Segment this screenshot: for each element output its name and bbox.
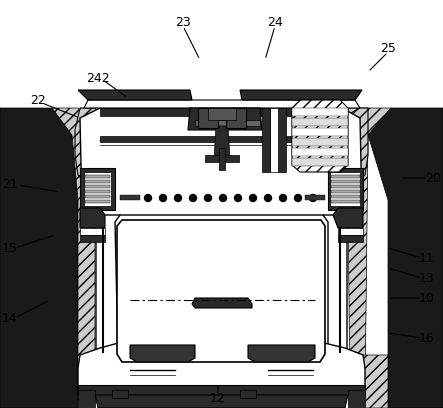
Polygon shape bbox=[305, 195, 325, 200]
Polygon shape bbox=[192, 298, 252, 308]
Polygon shape bbox=[80, 228, 105, 235]
Circle shape bbox=[205, 195, 211, 202]
Circle shape bbox=[249, 195, 256, 202]
Polygon shape bbox=[219, 148, 225, 170]
Polygon shape bbox=[292, 128, 348, 136]
Polygon shape bbox=[78, 340, 365, 390]
Polygon shape bbox=[85, 195, 110, 198]
Polygon shape bbox=[292, 100, 348, 172]
Polygon shape bbox=[350, 355, 388, 408]
Circle shape bbox=[190, 195, 197, 202]
Polygon shape bbox=[120, 195, 140, 200]
Polygon shape bbox=[348, 390, 365, 408]
Polygon shape bbox=[205, 155, 239, 162]
Circle shape bbox=[234, 195, 241, 202]
Polygon shape bbox=[130, 345, 195, 362]
Polygon shape bbox=[292, 108, 348, 116]
Polygon shape bbox=[117, 220, 325, 362]
Text: 12: 12 bbox=[210, 392, 226, 404]
Polygon shape bbox=[292, 158, 348, 166]
Polygon shape bbox=[78, 390, 95, 408]
Text: 22: 22 bbox=[30, 93, 46, 106]
Text: 13: 13 bbox=[419, 271, 435, 284]
Text: 24: 24 bbox=[267, 16, 283, 29]
Polygon shape bbox=[80, 208, 105, 228]
Polygon shape bbox=[95, 395, 348, 408]
Circle shape bbox=[264, 195, 272, 202]
Polygon shape bbox=[85, 180, 110, 183]
Polygon shape bbox=[188, 108, 262, 130]
Polygon shape bbox=[331, 180, 360, 183]
Polygon shape bbox=[262, 108, 270, 172]
Polygon shape bbox=[75, 108, 108, 182]
Text: 16: 16 bbox=[419, 331, 435, 344]
Text: 20: 20 bbox=[425, 171, 441, 184]
Polygon shape bbox=[240, 90, 362, 100]
Polygon shape bbox=[278, 108, 286, 172]
Polygon shape bbox=[338, 228, 363, 235]
Polygon shape bbox=[328, 168, 363, 210]
Circle shape bbox=[159, 195, 167, 202]
Polygon shape bbox=[292, 138, 348, 146]
Polygon shape bbox=[331, 195, 360, 198]
Circle shape bbox=[175, 195, 182, 202]
Polygon shape bbox=[0, 108, 78, 408]
Polygon shape bbox=[96, 215, 128, 360]
Polygon shape bbox=[331, 200, 360, 203]
Polygon shape bbox=[338, 235, 363, 242]
Polygon shape bbox=[195, 120, 260, 126]
Polygon shape bbox=[316, 215, 347, 360]
Polygon shape bbox=[270, 108, 278, 172]
Polygon shape bbox=[208, 108, 236, 120]
Polygon shape bbox=[100, 136, 342, 142]
Text: 15: 15 bbox=[2, 242, 18, 255]
Polygon shape bbox=[78, 385, 365, 395]
Text: 10: 10 bbox=[419, 291, 435, 304]
Polygon shape bbox=[115, 215, 328, 370]
Polygon shape bbox=[85, 185, 110, 188]
Polygon shape bbox=[85, 200, 110, 203]
Text: 11: 11 bbox=[419, 251, 435, 264]
Circle shape bbox=[310, 195, 316, 202]
Polygon shape bbox=[348, 108, 391, 400]
Circle shape bbox=[295, 195, 302, 202]
Polygon shape bbox=[331, 190, 360, 193]
Polygon shape bbox=[80, 235, 105, 242]
Polygon shape bbox=[226, 108, 246, 128]
Text: 21: 21 bbox=[2, 179, 18, 191]
Polygon shape bbox=[85, 190, 110, 193]
Polygon shape bbox=[80, 108, 362, 218]
Polygon shape bbox=[214, 126, 230, 160]
Polygon shape bbox=[292, 148, 348, 156]
Polygon shape bbox=[331, 185, 360, 188]
Text: 14: 14 bbox=[2, 311, 18, 324]
Polygon shape bbox=[112, 390, 128, 398]
Polygon shape bbox=[248, 345, 315, 362]
Polygon shape bbox=[240, 108, 342, 116]
Polygon shape bbox=[333, 208, 363, 228]
Circle shape bbox=[280, 195, 287, 202]
Polygon shape bbox=[240, 390, 256, 398]
Text: 23: 23 bbox=[175, 16, 191, 29]
Polygon shape bbox=[85, 175, 110, 178]
Polygon shape bbox=[84, 172, 111, 206]
Polygon shape bbox=[84, 100, 360, 108]
Text: 242: 242 bbox=[86, 71, 110, 84]
Polygon shape bbox=[336, 108, 368, 182]
Polygon shape bbox=[331, 175, 360, 178]
Polygon shape bbox=[52, 108, 95, 400]
Polygon shape bbox=[368, 108, 443, 408]
Polygon shape bbox=[78, 90, 192, 100]
Polygon shape bbox=[330, 172, 360, 206]
Polygon shape bbox=[100, 108, 200, 116]
Circle shape bbox=[144, 195, 152, 202]
Polygon shape bbox=[80, 168, 115, 210]
Text: 25: 25 bbox=[380, 42, 396, 55]
Polygon shape bbox=[198, 108, 218, 128]
Circle shape bbox=[219, 195, 226, 202]
Polygon shape bbox=[292, 118, 348, 126]
